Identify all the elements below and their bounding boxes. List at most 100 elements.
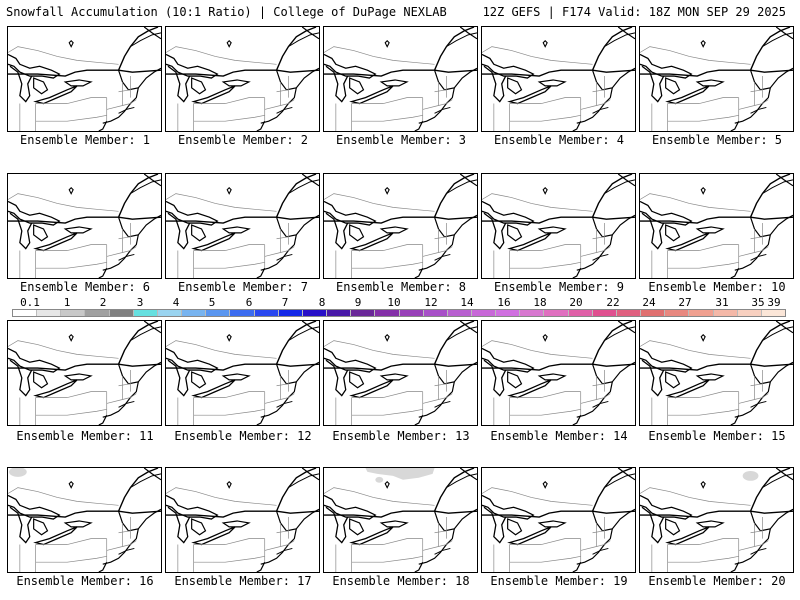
- northeast-us-map: [640, 27, 793, 131]
- colorbar-tick-label: 7: [281, 296, 289, 309]
- northeast-us-map: [482, 27, 635, 131]
- colorbar-tick-label: 9: [354, 296, 362, 309]
- colorbar-swatch: [713, 310, 738, 316]
- northeast-us-map: [482, 468, 635, 572]
- ensemble-member-label: Ensemble Member: 18: [332, 574, 470, 588]
- colorbar-swatch: [761, 310, 785, 316]
- colorbar-swatch: [327, 310, 352, 316]
- northeast-us-map: [166, 174, 319, 278]
- ensemble-member-map: [639, 320, 794, 426]
- colorbar-swatch: [641, 310, 666, 316]
- colorbar-swatch: [351, 310, 376, 316]
- ensemble-member-map: [7, 467, 162, 573]
- colorbar-tick-label: 0.1: [20, 296, 40, 309]
- colorbar-tick-label: 3: [136, 296, 144, 309]
- colorbar-swatch: [254, 310, 279, 316]
- ensemble-member-label: Ensemble Member: 12: [174, 429, 312, 443]
- northeast-us-map: [324, 174, 477, 278]
- ensemble-member-label: Ensemble Member: 19: [490, 574, 628, 588]
- ensemble-member-map: [639, 467, 794, 573]
- ensemble-member-label: Ensemble Member: 13: [332, 429, 470, 443]
- colorbar-tick-label: 16: [497, 296, 511, 309]
- northeast-us-map: [640, 468, 793, 572]
- colorbar-swatch: [206, 310, 231, 316]
- northeast-us-map: [166, 27, 319, 131]
- ensemble-member-label: Ensemble Member: 4: [493, 133, 625, 147]
- northeast-us-map: [324, 321, 477, 425]
- colorbar-swatch: [182, 310, 207, 316]
- ensemble-member-label: Ensemble Member: 14: [490, 429, 628, 443]
- ensemble-member-map: [7, 173, 162, 279]
- northeast-us-map: [640, 174, 793, 278]
- colorbar-swatch: [520, 310, 545, 316]
- colorbar-tick-label: 1: [63, 296, 71, 309]
- ensemble-member-map: [165, 26, 320, 132]
- ensemble-member-map: [323, 320, 478, 426]
- ensemble-member-map: [481, 173, 636, 279]
- northeast-us-map: [8, 321, 161, 425]
- colorbar-tick-label: 22: [606, 296, 620, 309]
- colorbar-swatch: [399, 310, 424, 316]
- colorbar-swatch: [737, 310, 762, 316]
- snowfall-colorbar: [12, 309, 786, 317]
- colorbar-tick-label: 20: [569, 296, 583, 309]
- ensemble-member-label: Ensemble Member: 5: [651, 133, 783, 147]
- ensemble-member-map: [165, 467, 320, 573]
- colorbar-swatch: [278, 310, 303, 316]
- northeast-us-map: [324, 468, 477, 572]
- colorbar-swatch: [109, 310, 134, 316]
- colorbar-tick-label: 5: [208, 296, 216, 309]
- colorbar-swatch: [568, 310, 593, 316]
- colorbar-swatch: [616, 310, 642, 316]
- colorbar-swatch: [592, 310, 617, 316]
- ensemble-member-label: Ensemble Member: 9: [493, 280, 625, 294]
- ensemble-member-label: Ensemble Member: 15: [648, 429, 786, 443]
- colorbar-tick-label: 2: [99, 296, 107, 309]
- ensemble-member-label: Ensemble Member: 6: [19, 280, 151, 294]
- colorbar-swatch: [447, 310, 472, 316]
- ensemble-member-label: Ensemble Member: 11: [16, 429, 154, 443]
- ensemble-member-label: Ensemble Member: 7: [177, 280, 309, 294]
- colorbar-swatch: [689, 310, 714, 316]
- colorbar-tick-label: 35: [751, 296, 765, 309]
- ensemble-member-label: Ensemble Member: 2: [177, 133, 309, 147]
- ensemble-member-map: [323, 26, 478, 132]
- ensemble-member-label: Ensemble Member: 3: [335, 133, 467, 147]
- colorbar-swatch: [157, 310, 183, 316]
- northeast-us-map: [640, 321, 793, 425]
- map-title: Snowfall Accumulation (10:1 Ratio) | Col…: [6, 5, 447, 19]
- ensemble-member-map: [7, 26, 162, 132]
- northeast-us-map: [482, 174, 635, 278]
- northeast-us-map: [8, 468, 161, 572]
- colorbar-swatch: [471, 310, 497, 316]
- northeast-us-map: [482, 321, 635, 425]
- colorbar-tick-label: 14: [460, 296, 474, 309]
- colorbar-swatch: [13, 310, 38, 316]
- northeast-us-map: [8, 27, 161, 131]
- colorbar-tick-label: 8: [318, 296, 326, 309]
- colorbar-swatch: [423, 310, 448, 316]
- ensemble-member-label: Ensemble Member: 10: [648, 280, 786, 294]
- ensemble-member-map: [639, 26, 794, 132]
- ensemble-member-map: [7, 320, 162, 426]
- ensemble-member-label: Ensemble Member: 1: [19, 133, 151, 147]
- colorbar-swatch: [302, 310, 328, 316]
- colorbar-swatch: [85, 310, 110, 316]
- colorbar-tick-label: 18: [533, 296, 547, 309]
- colorbar-tick-label: 12: [424, 296, 438, 309]
- colorbar-swatch: [61, 310, 86, 316]
- colorbar-tick-label: 39: [767, 296, 781, 309]
- colorbar-swatch: [133, 310, 158, 316]
- ensemble-member-map: [481, 467, 636, 573]
- colorbar-tick-label: 4: [172, 296, 180, 309]
- ensemble-member-map: [481, 320, 636, 426]
- colorbar-tick-label: 31: [715, 296, 729, 309]
- ensemble-member-label: Ensemble Member: 8: [335, 280, 467, 294]
- colorbar-swatch: [37, 310, 62, 316]
- ensemble-member-map: [323, 467, 478, 573]
- colorbar-swatch: [230, 310, 255, 316]
- colorbar-swatch: [375, 310, 400, 316]
- colorbar-swatch: [496, 310, 521, 316]
- ensemble-member-label: Ensemble Member: 17: [174, 574, 312, 588]
- colorbar-labels: 0.1 1 2 3 4 5 6 7 8 9 10 12 14 16 18 20 22 24 27 31 35 39: [12, 296, 786, 309]
